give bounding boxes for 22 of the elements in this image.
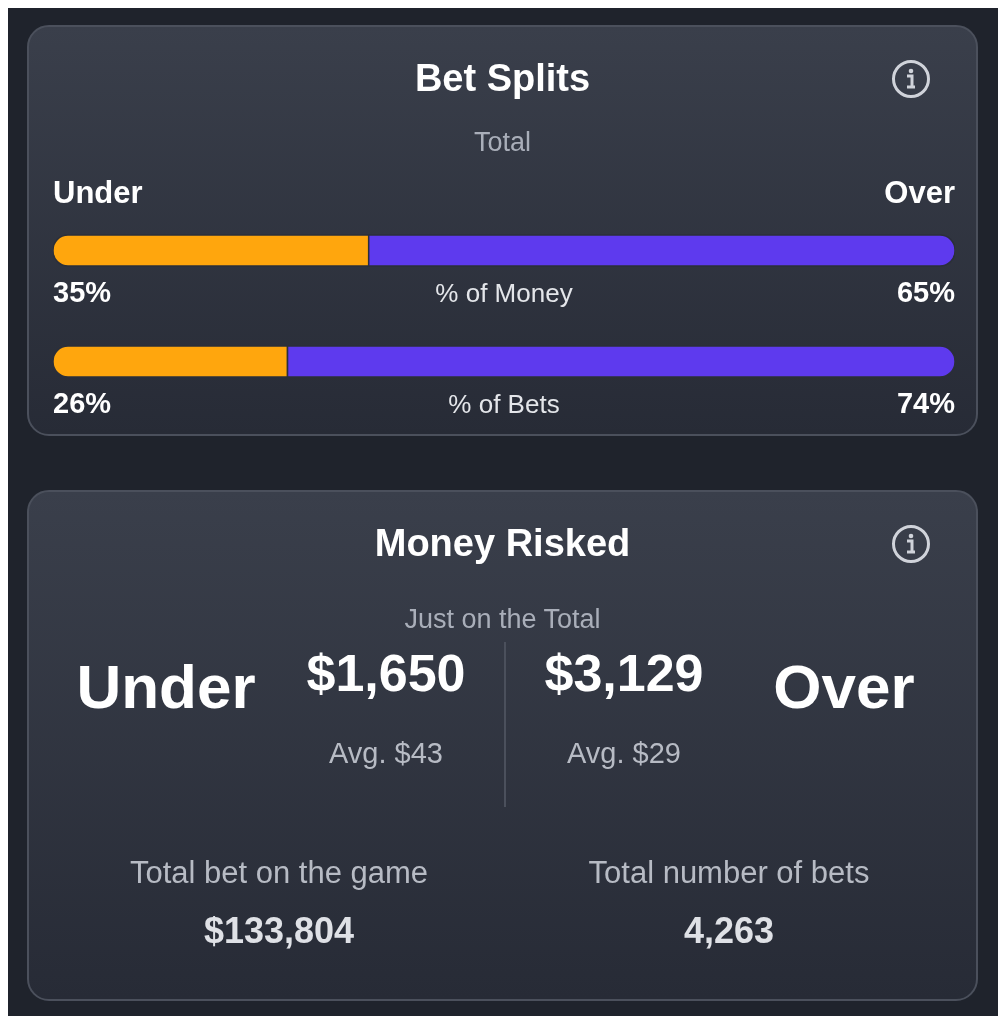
- text: $133,804: [202, 910, 356, 953]
- data-label: 74%: [896, 387, 956, 419]
- series-label: Under: [53, 175, 143, 211]
- y-tick-label: % of Bets: [448, 389, 560, 419]
- chart-title: Bet Splits: [413, 57, 592, 100]
- text: $3,129: [544, 643, 704, 702]
- data-label: 65%: [896, 276, 956, 308]
- text: $1,650: [306, 643, 466, 702]
- text: Money Risked: [373, 522, 632, 565]
- text: Avg. $43: [329, 736, 443, 769]
- text: Total number of bets: [587, 855, 871, 892]
- data-label: 26%: [53, 387, 112, 419]
- text: Total bet on the game: [128, 855, 430, 892]
- text: Under: [76, 651, 256, 721]
- chart-subtitle: Total: [472, 127, 532, 158]
- text: Over: [773, 651, 915, 721]
- text: 4,263: [682, 910, 776, 953]
- data-label: 35%: [53, 276, 112, 308]
- y-tick-label: % of Money: [435, 278, 573, 308]
- series-label: Over: [884, 175, 955, 211]
- text: Just on the Total: [403, 604, 602, 635]
- text: Avg. $29: [567, 736, 681, 769]
